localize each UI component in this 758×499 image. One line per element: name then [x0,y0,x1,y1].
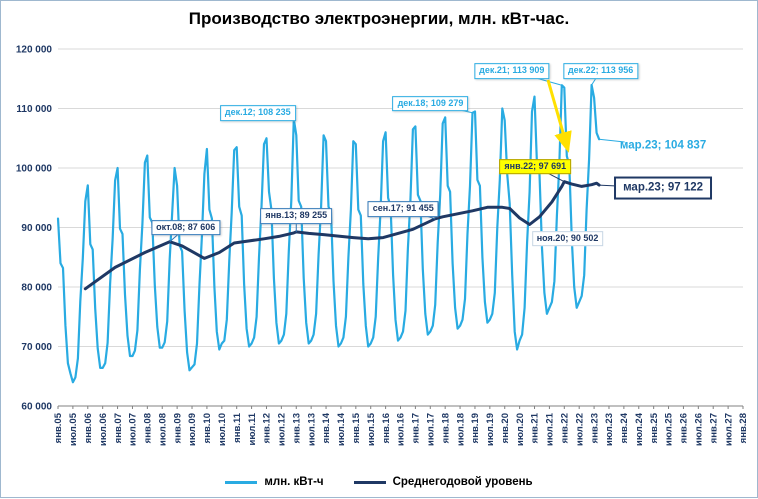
legend-label-monthly: млн. кВт-ч [264,476,324,488]
x-tick-label: июл.17 [425,413,436,446]
x-tick-label: янв.26 [679,413,690,443]
annotation-leader-line [598,138,625,143]
x-tick-label: июл.14 [336,412,347,446]
x-tick-label: янв.21 [530,412,541,443]
y-tick-label: 100 000 [16,164,53,175]
x-tick-label: янв.08 [143,413,154,443]
x-tick-label: янв.28 [738,413,749,443]
x-tick-label: янв.10 [202,413,213,443]
x-tick-label: июл.18 [455,413,466,446]
legend-line-monthly-icon [225,480,258,484]
x-tick-label: янв.18 [440,413,451,443]
x-tick-label: июл.16 [396,413,407,446]
x-tick-label: янв.14 [321,412,332,443]
annotation-leader-line [591,70,602,86]
average-series-line [83,180,601,291]
x-tick-label: июл.12 [277,413,288,446]
annotation-leader-line [511,70,562,86]
y-tick-label: 110 000 [16,104,52,115]
x-tick-label: июл.21 [545,412,556,446]
x-tick-label: июл.11 [247,412,258,445]
x-tick-label: янв.17 [411,413,422,443]
x-tick-label: июл.25 [664,412,675,446]
monthly-series-line [56,83,601,384]
legend: млн. кВт-ч Среднегодовой уровень [1,476,757,488]
x-tick-label: июл.27 [723,413,734,446]
x-tick-label: янв.07 [113,413,124,443]
y-tick-label: 120 000 [16,45,53,56]
highlight-arrow [546,79,572,153]
x-tick-label: янв.24 [619,412,630,443]
x-tick-label: янв.05 [53,412,64,443]
x-tick-label: янв.20 [500,413,511,443]
x-tick-label: июл.23 [604,413,615,446]
x-tick-label: июл.09 [187,413,198,446]
chart-title: Производство электроэнергии, млн. кВт-ча… [188,9,570,28]
legend-item-average: Среднегодовой уровень [353,476,533,488]
legend-line-average-icon [353,480,386,484]
legend-item-monthly: млн. кВт-ч [225,476,324,488]
x-tick-label: июл.22 [574,413,585,446]
x-tick-label: июл.20 [515,413,526,446]
x-tick-label: янв.09 [172,413,183,443]
x-tick-label: июл.13 [306,413,317,446]
x-tick-label: янв.16 [381,413,392,443]
legend-label-average: Среднегодовой уровень [392,476,533,488]
y-tick-label: 80 000 [21,283,52,294]
x-tick-label: июл.26 [694,413,705,446]
x-tick-label: янв.12 [262,413,273,443]
x-tick-label: июл.06 [98,413,109,446]
x-tick-label: янв.06 [83,413,94,443]
x-tick-label: июл.07 [128,413,139,446]
x-tick-label: янв.11 [232,412,243,443]
x-tick-label: янв.27 [708,413,719,443]
x-tick-label: июл.19 [485,413,496,446]
annotation-leader-line [257,112,294,120]
y-tick-label: 90 000 [21,223,52,234]
y-tick-label: 60 000 [21,402,52,413]
x-tick-label: янв.15 [351,412,362,443]
x-tick-label: янв.19 [470,413,481,443]
x-tick-label: янв.13 [291,413,302,443]
x-tick-label: июл.05 [68,412,79,446]
x-tick-label: янв.25 [649,412,660,443]
y-tick-label: 70 000 [21,342,52,353]
x-tick-label: июл.24 [634,412,645,446]
x-tick-label: янв.23 [589,413,600,443]
annotation-leader-line [403,208,436,220]
x-tick-label: июл.10 [217,413,228,446]
annotation-leader-line [599,184,625,187]
x-tick-label: янв.22 [560,413,571,443]
x-tick-label: июл.15 [366,412,377,446]
x-tick-label: июл.08 [157,413,168,446]
